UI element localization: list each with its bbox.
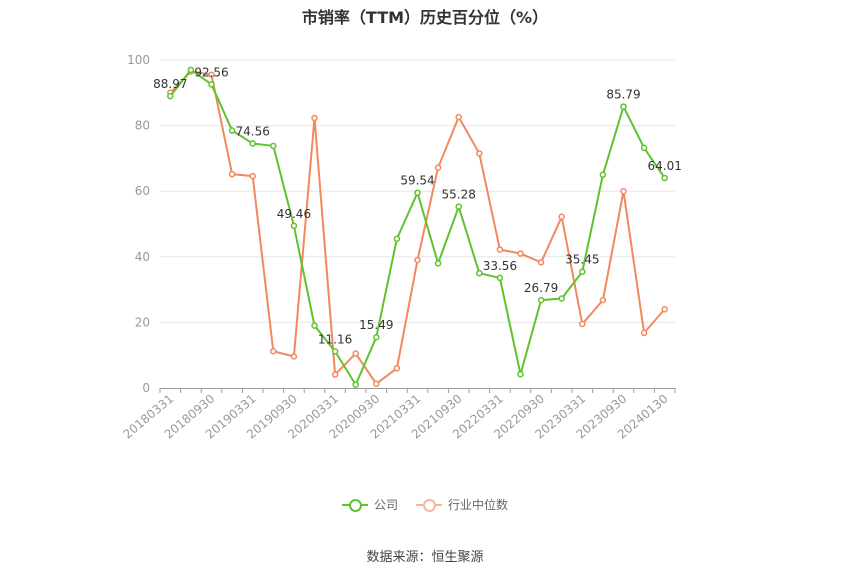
data-label: 49.46 xyxy=(277,207,311,221)
data-point-company xyxy=(537,296,545,304)
data-label: 11.16 xyxy=(318,332,352,346)
data-point-company xyxy=(620,103,627,110)
data-point-company xyxy=(187,66,195,74)
data-point-industry xyxy=(537,259,545,266)
data-point-industry xyxy=(517,250,524,257)
data-label: 35.45 xyxy=(565,253,599,267)
data-point-company xyxy=(434,260,442,267)
y-tick-label: 80 xyxy=(135,119,150,133)
data-point-company xyxy=(228,127,236,134)
data-point-company xyxy=(640,144,648,152)
data-point-industry xyxy=(249,172,256,180)
data-point-company xyxy=(373,333,380,341)
data-point-company xyxy=(393,235,401,243)
data-point-industry xyxy=(373,380,380,387)
data-point-industry xyxy=(661,306,668,313)
legend-industry-swatch xyxy=(416,498,442,512)
data-label: 92.56 xyxy=(194,65,228,79)
data-source: 数据来源：恒生聚源 xyxy=(366,550,484,565)
data-point-company xyxy=(249,140,256,147)
data-point-industry xyxy=(352,350,359,357)
data-point-company xyxy=(352,381,359,388)
data-label: 74.56 xyxy=(236,124,270,138)
y-tick-label: 60 xyxy=(135,184,150,198)
legend: 公司 行业中位数 xyxy=(0,496,850,513)
data-point-company xyxy=(476,269,483,277)
data-point-company xyxy=(331,348,339,355)
legend-industry-label: 行业中位数 xyxy=(448,498,509,512)
data-point-company xyxy=(455,203,462,210)
data-label: 59.54 xyxy=(400,174,434,188)
data-point-company xyxy=(496,274,504,282)
data-point-industry xyxy=(290,353,298,360)
data-point-company xyxy=(414,189,421,196)
data-point-company xyxy=(311,322,318,329)
data-point-company xyxy=(290,222,298,230)
data-point-company xyxy=(208,81,215,88)
data-point-industry xyxy=(311,114,318,122)
data-point-company xyxy=(599,171,607,179)
series-line-company xyxy=(169,68,666,386)
data-point-industry xyxy=(558,213,565,221)
data-point-industry xyxy=(270,348,277,355)
data-label: 15.49 xyxy=(359,318,393,332)
data-label: 88.97 xyxy=(153,77,187,91)
data-point-company xyxy=(517,370,524,378)
y-tick-label: 0 xyxy=(142,381,150,395)
data-point-industry xyxy=(414,256,421,264)
data-point-industry xyxy=(434,164,442,171)
data-point-industry xyxy=(208,71,215,79)
legend-company-swatch xyxy=(341,498,368,512)
legend-company-label: 公司 xyxy=(373,498,398,512)
data-point-company xyxy=(661,174,668,182)
data-label: 55.28 xyxy=(442,188,476,202)
legend-item-company[interactable]: 公司 xyxy=(341,496,398,513)
data-point-industry xyxy=(331,371,339,378)
data-point-industry xyxy=(393,365,401,372)
data-point-industry xyxy=(579,320,586,328)
data-label: 33.56 xyxy=(483,259,517,273)
data-label: 64.01 xyxy=(648,159,682,173)
series-line-industry xyxy=(169,70,666,385)
data-point-industry xyxy=(496,246,504,253)
data-point-industry xyxy=(228,170,236,178)
y-tick-label: 40 xyxy=(135,250,150,264)
data-point-industry xyxy=(599,296,607,304)
data-point-company xyxy=(167,92,174,100)
y-tick-label: 100 xyxy=(127,53,150,67)
data-label: 26.79 xyxy=(524,281,558,295)
y-tick-label: 20 xyxy=(135,315,150,329)
data-point-industry xyxy=(476,150,483,157)
chart-title: 市销率（TTM）历史百分位（%） xyxy=(301,8,549,27)
legend-item-industry[interactable]: 行业中位数 xyxy=(416,496,508,513)
data-label: 85.79 xyxy=(606,88,640,102)
data-point-company xyxy=(579,268,586,275)
data-point-industry xyxy=(455,113,462,121)
data-point-industry xyxy=(640,329,648,337)
data-point-company xyxy=(558,295,565,302)
data-point-industry xyxy=(620,187,627,195)
data-point-company xyxy=(270,142,277,150)
